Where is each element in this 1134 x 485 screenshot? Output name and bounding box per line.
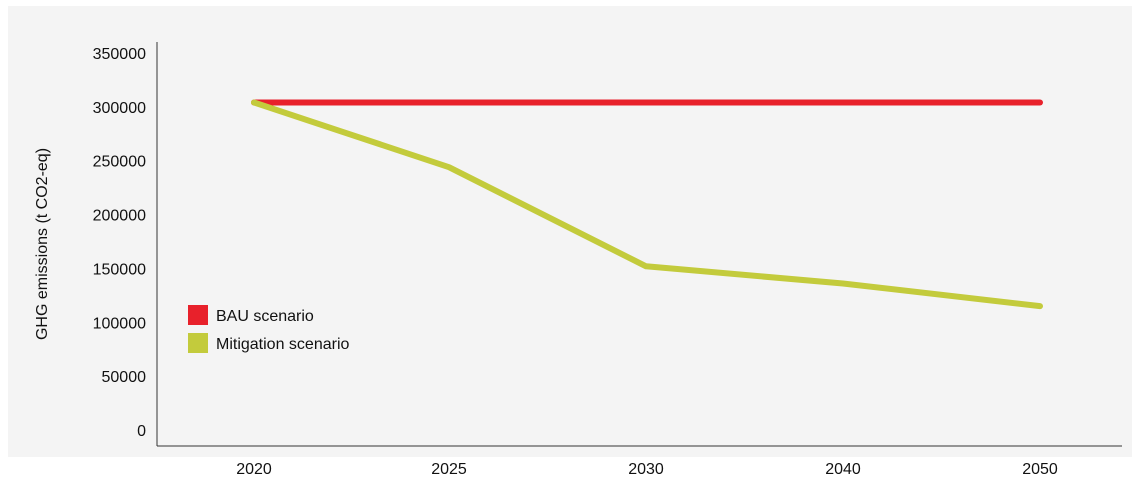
- y-tick-label: 0: [137, 423, 146, 440]
- y-tick-labels: 0 50000 100000 150000 200000 250000 300000 3500…: [93, 46, 146, 440]
- legend-label: Mitigation scenario: [216, 336, 350, 353]
- y-tick-label: 350000: [93, 46, 146, 63]
- y-tick-label: 200000: [93, 208, 146, 225]
- y-tick-label: 300000: [93, 100, 146, 117]
- legend-swatch: [188, 333, 208, 353]
- legend-label: BAU scenario: [216, 308, 314, 325]
- y-tick-label: 100000: [93, 315, 146, 332]
- legend-swatch: [188, 305, 208, 325]
- x-tick-label: 2050: [1022, 461, 1058, 478]
- x-tick-labels: 2020 2025 2030 2040 2050: [236, 461, 1058, 478]
- series-line-1: [251, 99, 1043, 310]
- legend: BAU scenario Mitigation scenario: [188, 305, 350, 353]
- chart-panel: [8, 6, 1132, 457]
- series-lines: [251, 99, 1043, 310]
- y-tick-label: 250000: [93, 154, 146, 171]
- x-tick-label: 2030: [628, 461, 664, 478]
- x-tick-label: 2040: [825, 461, 861, 478]
- y-tick-label: 150000: [93, 261, 146, 278]
- x-tick-label: 2020: [236, 461, 272, 478]
- x-tick-label: 2025: [431, 461, 467, 478]
- y-tick-label: 50000: [102, 369, 147, 386]
- y-axis-title: GHG emissions (t CO2-eq): [34, 148, 51, 340]
